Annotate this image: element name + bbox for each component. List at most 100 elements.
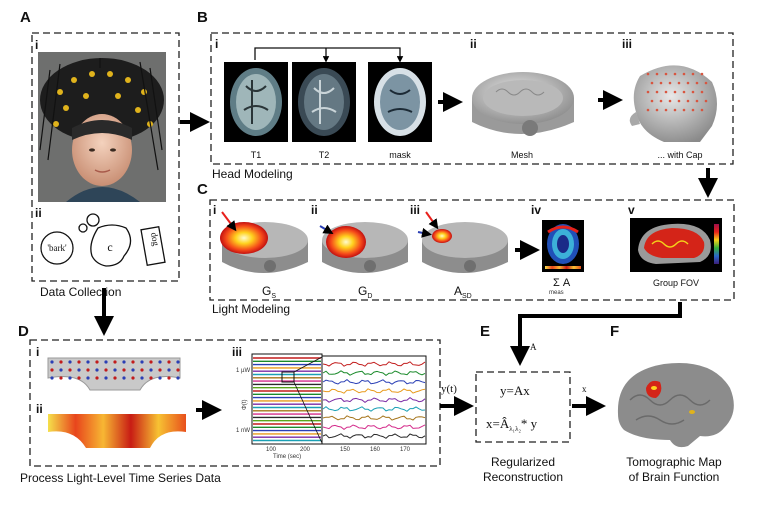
panel-b-sub-iii: iii (622, 37, 632, 51)
optode-marker (104, 368, 108, 372)
panel-a-sub-i: i (35, 38, 38, 52)
optode-marker (176, 360, 180, 364)
panel-b-letter: B (197, 9, 208, 26)
cap-optode-dot (646, 72, 650, 76)
zoom-channel-trace (322, 378, 426, 385)
cap-optode-dot (691, 72, 695, 76)
optode-marker (122, 368, 126, 372)
cap-optode-dot (673, 108, 677, 112)
cap-optode-dot (677, 81, 681, 85)
panel-e-frame (475, 371, 571, 443)
cap-optode-dot (659, 81, 663, 85)
panel-b-caption: Head Modeling (212, 167, 293, 181)
cap-optode-dot (691, 90, 695, 94)
optode-marker (104, 360, 108, 364)
cap-optode-dot (650, 99, 654, 103)
cap-label: ... with Cap (657, 150, 702, 160)
equation-inverse: x=Âλ₁λ₂* y (486, 416, 538, 433)
panel-d-sub-i: i (36, 345, 39, 359)
optode-marker (68, 360, 72, 364)
panel-e-caption-1: Regularized (491, 455, 555, 469)
cap-optode-dot (668, 99, 672, 103)
cap-optode-dot (700, 108, 704, 112)
panel-a-sub-ii: ii (35, 206, 42, 220)
optode-marker (86, 376, 90, 380)
panel-d-sub-ii: ii (36, 402, 43, 416)
optode-marker (50, 368, 54, 372)
plot-xtick-200: 200 (300, 447, 311, 453)
optode-marker (149, 376, 153, 380)
scan-label-mask: mask (389, 150, 411, 160)
panel-a-caption: Data Collection (40, 285, 121, 299)
cap-optode-dot (655, 72, 659, 76)
cap-optode-dot (700, 72, 704, 76)
sum-a-label: Σ A (553, 277, 571, 289)
measurement-heatmap (48, 414, 186, 448)
panel-d-caption: Process Light-Level Time Series Data (20, 471, 221, 485)
panel-c-frame (209, 199, 735, 301)
cap-optode-dot (673, 72, 677, 76)
word-dog: dog (149, 232, 161, 248)
panel-e-caption-2: Reconstruction (483, 470, 563, 484)
cap-optode-dot (704, 81, 708, 85)
optode-marker (68, 376, 72, 380)
panel-b-frame (210, 32, 734, 165)
panel-c-sub-iii: iii (410, 203, 420, 217)
cap-optode-dot (659, 99, 663, 103)
optode-marker (176, 376, 180, 380)
optode-marker (68, 368, 72, 372)
cap-optode-dot (677, 99, 681, 103)
zoom-channel-trace (322, 361, 426, 367)
group-fov-label: Group FOV (653, 278, 699, 288)
panel-f: F Tomographic Map of Brain Function (610, 323, 734, 484)
optode-marker (95, 368, 99, 372)
optode-marker (176, 368, 180, 372)
cap-optode-dot (695, 81, 699, 85)
source-sensitivity-head (220, 211, 308, 273)
panel-f-caption-1: Tomographic Map (626, 455, 722, 469)
optode-marker (86, 360, 90, 364)
summed-sensitivity-map (542, 220, 584, 272)
optode-marker (95, 376, 99, 380)
optode-marker (149, 368, 153, 372)
optode-marker (77, 368, 81, 372)
plot-xlabel: Time (sec) (273, 454, 301, 460)
panel-e: E y=Ax x=Âλ₁λ₂* y Regularized Reconstruc… (475, 323, 571, 484)
panel-d-frame (29, 339, 441, 467)
cap-optode-dot (673, 90, 677, 94)
cap-optode-dot (655, 108, 659, 112)
panel-b: B i ii iii T1 T2 mask (197, 9, 734, 181)
panel-c-caption: Light Modeling (212, 302, 290, 316)
zoom-channel-trace (322, 396, 426, 404)
zoom-channel-trace (322, 423, 426, 431)
optode-marker (149, 360, 153, 364)
panel-c-letter: C (197, 181, 208, 198)
cap-optode-dot (646, 108, 650, 112)
cap-optode-dot (704, 99, 708, 103)
optode-marker (140, 376, 144, 380)
g-s-label: GS (262, 284, 276, 300)
optode-marker (122, 360, 126, 364)
panel-c-sub-v: v (628, 203, 635, 217)
zoom-channel-trace (322, 406, 426, 412)
optode-marker (131, 360, 135, 364)
optode-grid (47, 357, 181, 391)
mesh-label: Mesh (511, 150, 533, 160)
optode-marker (158, 368, 162, 372)
cap-photo (38, 52, 166, 202)
zoom-channel-trace (322, 388, 426, 394)
cap-optode-dot (682, 108, 686, 112)
cap-optode-dot (691, 108, 695, 112)
optode-marker (167, 360, 171, 364)
zoom-xtick-160: 160 (370, 447, 381, 453)
cap-optode-dot (664, 72, 668, 76)
equation-forward: y=Ax (500, 383, 530, 398)
panel-c-sub-iv: iv (531, 203, 541, 217)
cap-optode-dot (650, 81, 654, 85)
panel-f-caption-2: of Brain Function (629, 470, 720, 484)
head-with-cap (629, 65, 717, 142)
optode-marker (86, 368, 90, 372)
mri-mask (368, 62, 432, 142)
g-d-label: GD (358, 284, 372, 300)
